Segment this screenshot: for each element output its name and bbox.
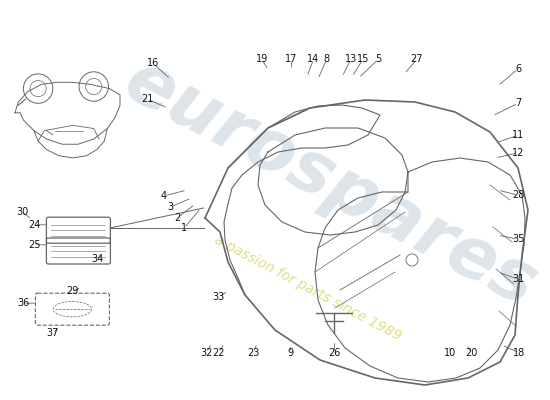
Text: 33: 33 xyxy=(213,292,225,302)
Text: 24: 24 xyxy=(28,220,40,230)
Text: 25: 25 xyxy=(28,240,40,250)
Text: 18: 18 xyxy=(513,348,525,358)
Text: 31: 31 xyxy=(512,274,524,284)
Text: 30: 30 xyxy=(16,207,28,217)
Text: 28: 28 xyxy=(512,190,524,200)
Text: 8: 8 xyxy=(323,54,330,64)
Text: 13: 13 xyxy=(345,54,357,64)
Text: 11: 11 xyxy=(512,130,524,140)
Text: 12: 12 xyxy=(512,148,524,158)
Text: 22: 22 xyxy=(213,348,225,358)
Text: 4: 4 xyxy=(161,191,167,201)
Text: 21: 21 xyxy=(141,94,153,104)
Text: 27: 27 xyxy=(411,54,423,64)
Text: eurospares: eurospares xyxy=(112,46,548,322)
Text: 1: 1 xyxy=(181,223,188,233)
Text: 36: 36 xyxy=(17,298,29,308)
Text: 37: 37 xyxy=(46,328,58,338)
Text: 15: 15 xyxy=(357,54,369,64)
Text: 6: 6 xyxy=(515,64,521,74)
Text: 16: 16 xyxy=(147,58,159,68)
Text: 23: 23 xyxy=(247,348,259,358)
Text: 7: 7 xyxy=(515,98,521,108)
Text: 29: 29 xyxy=(67,286,79,296)
Text: 20: 20 xyxy=(466,348,478,358)
Text: 26: 26 xyxy=(328,348,340,358)
Text: 10: 10 xyxy=(444,348,456,358)
Text: 34: 34 xyxy=(92,254,104,264)
Text: 3: 3 xyxy=(167,202,173,212)
Text: 5: 5 xyxy=(375,54,382,64)
Text: 32: 32 xyxy=(200,348,212,358)
Text: a passion for parts since 1989: a passion for parts since 1989 xyxy=(212,233,404,343)
Text: 2: 2 xyxy=(174,213,180,223)
Text: 14: 14 xyxy=(307,54,320,64)
Text: 9: 9 xyxy=(287,348,294,358)
Text: 17: 17 xyxy=(285,54,298,64)
Text: 19: 19 xyxy=(256,54,268,64)
Text: 35: 35 xyxy=(512,234,524,244)
